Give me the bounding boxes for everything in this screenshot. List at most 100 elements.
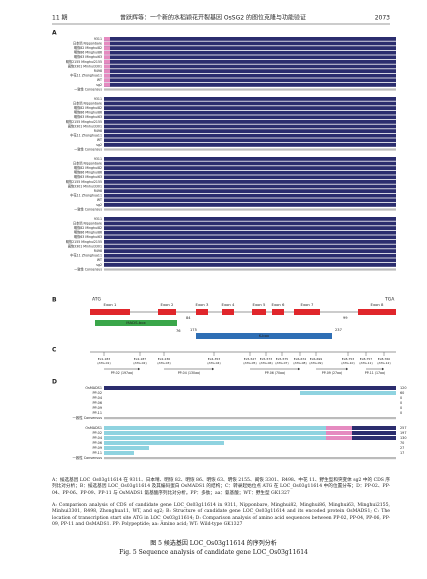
position-label: 237 xyxy=(335,328,342,332)
sequence-name: 一致性 Consensus xyxy=(74,206,102,211)
alignment-highlight xyxy=(104,41,110,46)
consensus-row xyxy=(104,457,396,460)
site-name: Ex6-699 xyxy=(310,357,322,361)
alignment-row xyxy=(104,258,396,263)
alignment-row xyxy=(104,263,396,267)
peptide-label: PP-04 (130aa) xyxy=(178,371,200,375)
exon xyxy=(222,309,234,315)
exon-label: Exon 4 xyxy=(222,302,235,307)
alignment-row xyxy=(104,203,396,207)
position-label: 76 xyxy=(176,329,181,333)
site-name: Ex5-575 xyxy=(276,357,288,361)
exon xyxy=(90,309,130,315)
alignment-row xyxy=(104,180,396,184)
alignment-highlight xyxy=(104,64,110,69)
alignment-row xyxy=(104,451,134,455)
alignment-row xyxy=(104,37,396,41)
panel-label: A xyxy=(52,30,57,37)
alignment-highlight xyxy=(104,69,110,73)
sequence-name: 一致性 Consensus xyxy=(72,455,102,460)
site-name: Ex2-187 xyxy=(134,357,146,361)
alignment-row xyxy=(104,244,396,249)
alignment-row xyxy=(104,193,396,198)
alignment-row xyxy=(352,431,396,435)
alignment-row xyxy=(104,46,396,50)
row-end: 27 xyxy=(400,446,404,450)
peptide-label: PP-11 (17aa) xyxy=(365,371,385,375)
site-name: Ex1-183 xyxy=(98,357,110,361)
exon-label: Exon 7 xyxy=(301,302,314,307)
alignment-row xyxy=(104,69,396,73)
exon-label: Exon 6 xyxy=(272,302,285,307)
panel-label: C xyxy=(52,347,57,354)
alignment-row xyxy=(104,106,396,110)
row-end: 70 xyxy=(400,441,404,445)
sequence-name: 中花11 Zhonghua11 xyxy=(70,133,102,138)
arrow-head xyxy=(346,367,348,371)
exon xyxy=(252,309,266,315)
alignment-row xyxy=(104,115,396,120)
consensus-row xyxy=(104,208,396,211)
arrow-head xyxy=(138,367,140,371)
site-name: Ex5-527 xyxy=(244,357,256,361)
sequence-name: 明恢82 Minghui82 xyxy=(74,105,102,110)
site-name: Ex5-573 xyxy=(260,357,272,361)
alignment-row xyxy=(104,101,396,106)
sequence-name: 明恢2155 Minghui2155 xyxy=(66,239,102,244)
arrow-head xyxy=(298,367,300,371)
alignment-row xyxy=(104,230,396,235)
sequence-name: 明恢2155 Minghui2155 xyxy=(66,119,102,124)
sequence-name: PP-11 xyxy=(92,411,102,415)
panel-d: D OsMADS1 120 PP-02 60 PP-04 0 PP-06 0 PP-09 0 PP-1… xyxy=(52,379,406,461)
site-id: (ATG-09) xyxy=(309,361,322,365)
alignment-row xyxy=(104,64,396,69)
sequence-name: sg2 xyxy=(96,83,102,87)
alignment-row xyxy=(104,217,396,221)
alignment-highlight xyxy=(104,37,110,41)
alignment-row xyxy=(104,97,396,101)
alignment-row xyxy=(104,83,396,87)
sequence-name: R498 xyxy=(94,69,102,73)
alignment-row xyxy=(104,235,396,240)
arrow-head xyxy=(212,367,214,371)
peptide-label: PP-02 (197aa) xyxy=(111,371,133,375)
sequence-name: 明恢86 Minghui86 xyxy=(74,170,102,175)
panel-label: D xyxy=(52,379,57,386)
site-id: (ATG-08) xyxy=(293,361,306,365)
sequence-name: R498 xyxy=(94,129,102,133)
running-title: 曾跃辉等：一个新的水稻颖花开裂基因 OsSG2 的图位克隆与功能验证 xyxy=(120,14,306,22)
alignment-highlight xyxy=(104,73,110,78)
sequence-name: 闽恢3301 Minhui3301 xyxy=(68,123,102,128)
sequence-name: 日本晴 Nipponbare xyxy=(73,160,102,165)
arrow-head xyxy=(382,367,384,371)
sequence-name: 明恢86 Minghui86 xyxy=(74,110,102,115)
consensus-row xyxy=(104,88,396,91)
alignment-row xyxy=(104,110,396,115)
site-name: Ex8-753 xyxy=(342,357,354,361)
alignment-row xyxy=(104,50,396,55)
sequence-name: 闽恢3301 Minhui3301 xyxy=(68,183,102,188)
sequence-name: PP-02 xyxy=(92,391,102,395)
peptide-label: PP-09 (27aa) xyxy=(322,371,342,375)
site-id: (ATG-10) xyxy=(341,361,354,365)
row-end: 257 xyxy=(400,426,406,430)
sequence-name: 中花11 Zhonghua11 xyxy=(70,73,102,78)
alignment-row xyxy=(300,391,396,395)
alignment-row xyxy=(104,189,396,193)
site-name: Ex4-353 xyxy=(208,357,220,361)
site-id: (ATG-07) xyxy=(275,361,288,365)
exon-label: Exon 5 xyxy=(253,302,266,307)
sequence-name: PP-02 xyxy=(92,431,102,435)
alignment-row xyxy=(104,386,396,390)
row-end: 0 xyxy=(400,411,402,415)
alignment-highlight xyxy=(104,55,110,60)
exon xyxy=(358,309,396,315)
exon xyxy=(158,309,176,315)
sequence-name: 明恢2155 Minghui2155 xyxy=(66,179,102,184)
sequence-name: PP-09 xyxy=(92,446,102,450)
figure-title-en: Fig. 5 Sequence analysis of candidate ge… xyxy=(119,549,308,556)
exon xyxy=(294,309,320,315)
sequence-name: 明恢82 Minghui82 xyxy=(74,45,102,50)
row-end: 130 xyxy=(400,436,406,440)
